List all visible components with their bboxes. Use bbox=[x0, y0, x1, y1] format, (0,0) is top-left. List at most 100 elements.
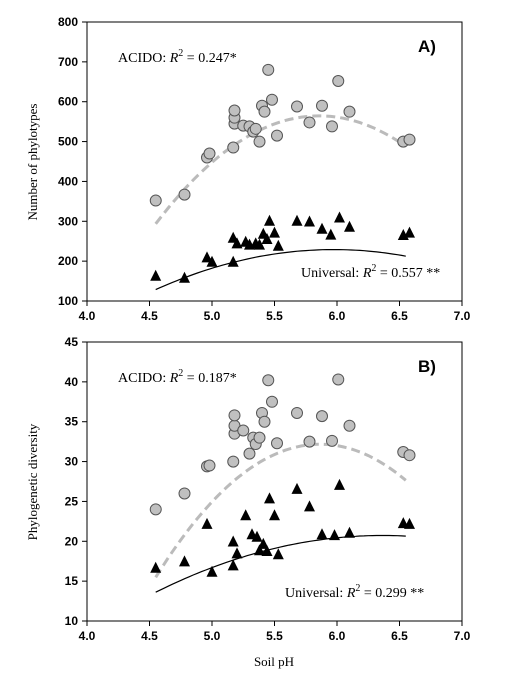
universal-point bbox=[264, 214, 275, 226]
acido-value: = 0.187* bbox=[183, 371, 236, 386]
x-tick-label: 6.5 bbox=[391, 309, 408, 323]
acido-point bbox=[249, 122, 262, 135]
universal-trend-line bbox=[155, 249, 406, 291]
universal-point bbox=[325, 228, 337, 240]
universal-point bbox=[254, 238, 265, 250]
data-points bbox=[149, 63, 416, 283]
trend-lines bbox=[154, 442, 407, 593]
universal-point bbox=[179, 271, 190, 283]
acido-point bbox=[303, 116, 316, 129]
acido-point bbox=[326, 120, 338, 133]
y-axis-label: Number of phylotypes bbox=[25, 104, 40, 221]
universal-superscript: 2 bbox=[355, 583, 360, 594]
acido-point bbox=[258, 105, 271, 118]
y-tick-label: 40 bbox=[65, 375, 79, 389]
acido-point bbox=[262, 63, 275, 76]
acido-point bbox=[291, 100, 303, 113]
acido-point bbox=[237, 424, 250, 437]
acido-point bbox=[253, 135, 266, 148]
y-tick-label: 400 bbox=[58, 174, 78, 188]
y-tick-label: 600 bbox=[58, 95, 78, 109]
universal-point bbox=[304, 500, 315, 512]
universal-point bbox=[240, 509, 252, 521]
acido-prefix: ACIDO: bbox=[118, 51, 170, 66]
universal-value: = 0.557 ** bbox=[376, 266, 440, 281]
universal-point bbox=[251, 530, 263, 542]
universal-superscript: 2 bbox=[371, 263, 376, 274]
panel-label: A) bbox=[418, 37, 436, 56]
trend-lines bbox=[154, 114, 407, 291]
universal-prefix: Universal: bbox=[301, 266, 363, 281]
x-tick-label: 4.5 bbox=[141, 309, 158, 323]
panel-a: 4.0 4.5 5.0 5.5 6.0 6.5 7.0 100 200 300 400 500 600 7… bbox=[25, 15, 471, 323]
y-tick-label: 35 bbox=[65, 415, 79, 429]
universal-point bbox=[291, 214, 303, 226]
acido-value: = 0.247* bbox=[183, 51, 236, 66]
axis-ticks: 4.0 4.5 5.0 5.5 6.0 6.5 7.0 100 200 300 400 500 600 7… bbox=[58, 15, 471, 323]
universal-annotation: Universal: R2 = 0.299 ** bbox=[285, 583, 424, 601]
acido-point bbox=[316, 410, 328, 423]
universal-point bbox=[206, 255, 218, 267]
universal-point bbox=[272, 239, 284, 251]
acido-r: R bbox=[169, 51, 179, 66]
acido-point bbox=[343, 419, 356, 432]
acido-point bbox=[332, 373, 345, 386]
x-tick-label: 5.5 bbox=[266, 629, 283, 643]
universal-point bbox=[179, 555, 190, 567]
acido-point bbox=[266, 93, 278, 106]
acido-point bbox=[291, 406, 303, 419]
acido-point bbox=[178, 188, 191, 201]
universal-point bbox=[201, 251, 213, 263]
acido-trend-line bbox=[154, 442, 407, 579]
universal-point bbox=[304, 215, 315, 227]
acido-point bbox=[266, 395, 278, 408]
universal-point bbox=[269, 226, 280, 238]
universal-point bbox=[150, 561, 162, 573]
y-tick-label: 10 bbox=[65, 614, 79, 628]
universal-point bbox=[261, 233, 273, 244]
acido-point bbox=[203, 147, 216, 160]
universal-point bbox=[404, 226, 415, 238]
universal-prefix: Universal: bbox=[285, 586, 347, 601]
data-points bbox=[149, 373, 416, 577]
x-tick-label: 7.0 bbox=[454, 309, 471, 323]
acido-point bbox=[228, 104, 241, 117]
x-tick-label: 4.0 bbox=[79, 629, 96, 643]
universal-point bbox=[227, 559, 239, 571]
universal-point bbox=[201, 517, 213, 529]
acido-point bbox=[262, 374, 275, 387]
acido-superscript: 2 bbox=[178, 48, 183, 59]
axis-ticks: 4.0 4.5 5.0 5.5 6.0 6.5 7.0 10 15 20 25 30 35 40 45 bbox=[65, 335, 471, 643]
universal-point bbox=[272, 548, 284, 560]
acido-point bbox=[228, 409, 241, 422]
y-tick-label: 700 bbox=[58, 55, 78, 69]
universal-point bbox=[231, 547, 243, 559]
x-tick-label: 5.5 bbox=[266, 309, 283, 323]
universal-point bbox=[316, 528, 328, 540]
y-tick-label: 20 bbox=[65, 534, 79, 548]
x-tick-label: 5.0 bbox=[204, 629, 221, 643]
x-tick-label: 5.0 bbox=[204, 309, 221, 323]
y-tick-label: 25 bbox=[65, 494, 79, 508]
y-tick-label: 45 bbox=[65, 335, 79, 349]
acido-point bbox=[258, 415, 271, 428]
x-tick-label: 4.0 bbox=[79, 309, 96, 323]
panel-b: 4.0 4.5 5.0 5.5 6.0 6.5 7.0 10 15 20 25 30 35 40 45 B)… bbox=[25, 335, 471, 669]
universal-point bbox=[269, 509, 280, 521]
universal-point bbox=[404, 517, 415, 529]
universal-point bbox=[344, 220, 355, 232]
y-tick-label: 30 bbox=[65, 455, 79, 469]
universal-point bbox=[150, 269, 162, 281]
y-tick-label: 200 bbox=[58, 254, 78, 268]
universal-value: = 0.299 ** bbox=[360, 586, 424, 601]
universal-point bbox=[227, 535, 239, 547]
acido-point bbox=[343, 105, 356, 118]
acido-prefix: ACIDO: bbox=[118, 371, 170, 386]
acido-point bbox=[149, 503, 162, 516]
acido-point bbox=[227, 141, 240, 154]
universal-point bbox=[334, 211, 345, 223]
acido-annotation: ACIDO: R2 = 0.187* bbox=[118, 368, 237, 386]
acido-point bbox=[271, 129, 283, 142]
acido-r: R bbox=[169, 371, 179, 386]
